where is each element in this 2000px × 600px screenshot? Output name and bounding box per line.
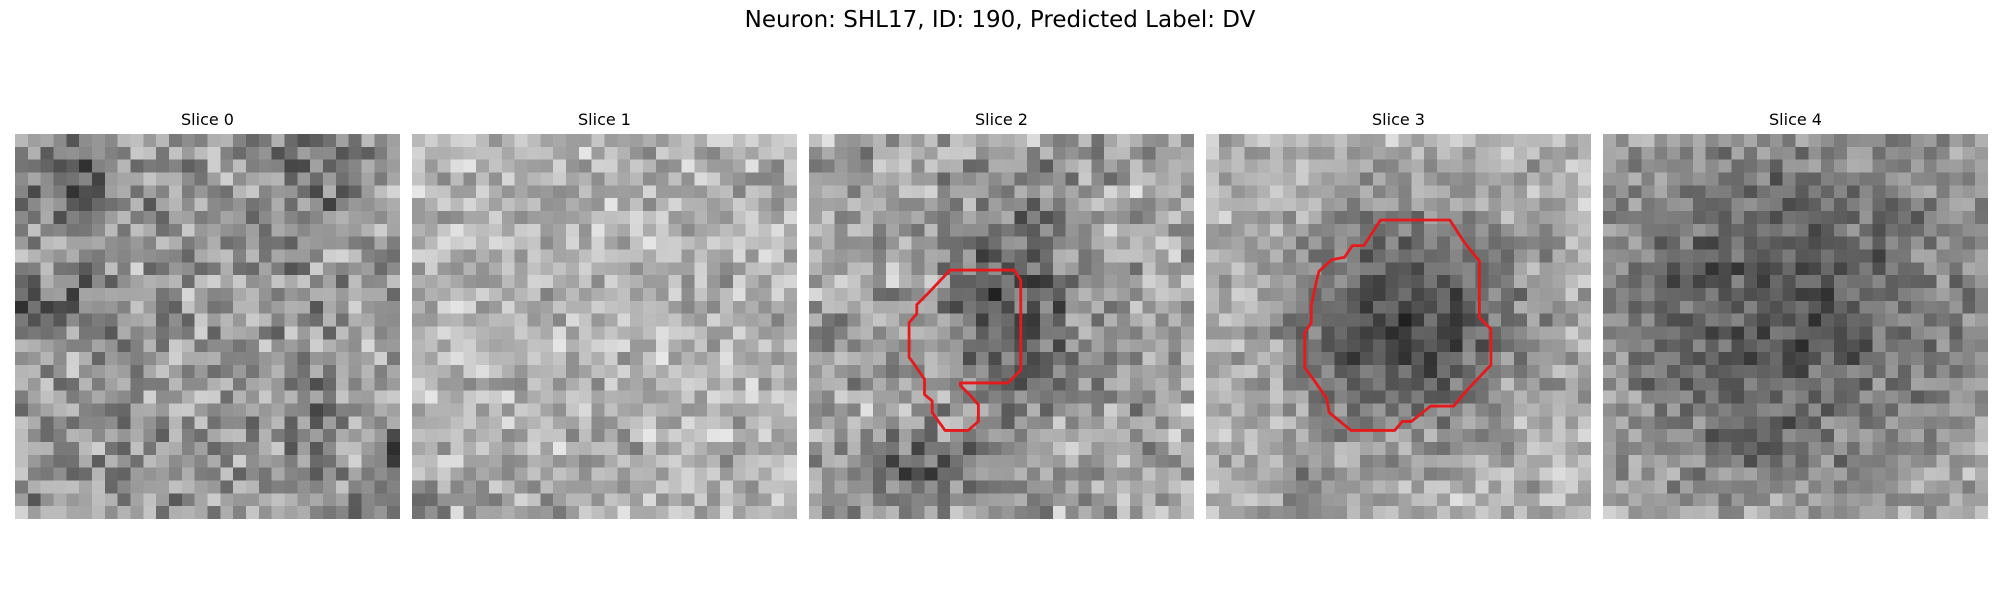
slice-panel-3: Slice 3 [1206,109,1591,519]
slice-panel-0: Slice 0 [15,109,400,519]
slice-title-1: Slice 1 [578,110,631,129]
slice-image-0 [15,134,400,519]
slice-title-2: Slice 2 [975,110,1028,129]
slice-image-4 [1603,134,1988,519]
slice-title-0: Slice 0 [181,110,234,129]
slice-panel-4: Slice 4 [1603,109,1988,519]
roi-contour [1303,218,1493,432]
slice-image-3 [1206,134,1591,519]
figure-title: Neuron: SHL17, ID: 190, Predicted Label:… [744,7,1256,33]
slice-image-2 [809,134,1194,519]
slice-title-4: Slice 4 [1769,110,1822,129]
slice-panel-2: Slice 2 [809,109,1194,519]
roi-contour [907,268,1023,432]
slice-title-3: Slice 3 [1372,110,1425,129]
slice-panel-1: Slice 1 [412,109,797,519]
slice-image-1 [412,134,797,519]
